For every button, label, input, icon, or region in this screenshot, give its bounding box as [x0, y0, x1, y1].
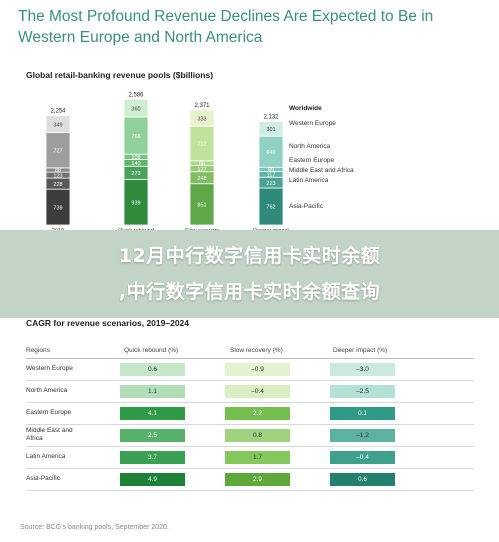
row-region-label: Eastern Europe — [26, 409, 72, 416]
header-slow-recovery: Slow recovery (%) — [230, 347, 283, 354]
bar-value-label: 89 — [268, 168, 274, 174]
bar-segment — [189, 109, 215, 127]
bar-value-label: 273 — [131, 171, 140, 177]
bar-segment — [123, 116, 149, 155]
source-note: Source: BCG's banking pools, September 2… — [20, 524, 169, 531]
legend-entry: Eastern Europe — [289, 157, 335, 164]
bar-value-label: 228 — [53, 182, 62, 188]
table-row: Middle East and Africa 2.5 0.8 –1.2 — [26, 425, 474, 447]
cagr-cell: 0.1 — [330, 407, 395, 420]
bar-value-label: 123 — [53, 173, 62, 179]
bar-segment — [123, 179, 149, 226]
bar-total-label: 2,371 — [194, 103, 210, 109]
row-region-label: Middle East and Africa — [26, 427, 73, 442]
cagr-cell: 2.2 — [225, 407, 290, 420]
cagr-cell: –2.5 — [330, 385, 395, 398]
bar-value-label: 762 — [266, 205, 275, 211]
legend-entry: Latin America — [289, 177, 329, 184]
banner-line-2: ,中行数字信用卡实时余额查询 — [118, 281, 381, 303]
cagr-cell: 2.5 — [120, 429, 185, 442]
bar-segment — [258, 121, 284, 137]
table-row: Western Europe 0.6 –0.9 –3.0 — [26, 359, 474, 381]
cagr-cell: 2.9 — [225, 473, 290, 486]
legend-entry: North America — [289, 143, 331, 150]
header-deeper-impact: Deeper impact (%) — [333, 347, 388, 354]
row-region-label: Asia-Pacific — [26, 475, 60, 482]
row-region-label: Latin America — [26, 453, 66, 460]
bar-total-label: 2,132 — [263, 115, 279, 121]
legend-entry: Western Europe — [289, 120, 336, 127]
bar-value-label: 248 — [197, 176, 206, 182]
bar-segment — [258, 135, 284, 168]
bar-value-label: 108 — [131, 155, 140, 161]
header-regions: Regions — [26, 347, 50, 354]
bar-value-label: 223 — [266, 181, 275, 187]
table-row: North America 1.1 –0.4 –2.5 — [26, 381, 474, 403]
banner-overlay — [0, 230, 499, 318]
header-quick-rebound: Quick rebound (%) — [124, 347, 179, 354]
bar-value-label: 766 — [131, 134, 140, 140]
legend-entry: Middle East and Africa — [289, 167, 354, 174]
bar-value-label: 712 — [197, 142, 206, 148]
cagr-cell: 4.1 — [120, 407, 185, 420]
bar-value-label: 117 — [267, 173, 276, 179]
bar-value-label: 640 — [266, 150, 275, 156]
bar-value-label: 851 — [197, 203, 206, 209]
bar-value-label: 301 — [266, 127, 275, 133]
bar-segment — [45, 132, 71, 169]
bar-value-label: 127 — [197, 167, 206, 173]
cagr-cell: 1.7 — [225, 451, 290, 464]
bar-total-label: 2,254 — [50, 109, 66, 115]
cagr-cell: –3.0 — [330, 363, 395, 376]
bar-value-label: 98 — [199, 161, 205, 167]
bar-segment — [123, 99, 149, 118]
headline: The Most Profound Revenue Declines Are E… — [18, 8, 434, 46]
cagr-cell: –1.2 — [330, 429, 395, 442]
cagr-cell: –0.4 — [225, 385, 290, 398]
bar-value-label: 939 — [131, 200, 140, 206]
bar-value-label: 727 — [53, 148, 62, 154]
table-row: Asia-Pacific 4.9 2.9 0.6 — [26, 469, 474, 491]
category-label: 2019 — [52, 228, 64, 230]
cagr-cell: 3.7 — [120, 451, 185, 464]
bar-value-label: 349 — [53, 122, 62, 128]
bar-segment — [189, 125, 215, 162]
legend-title: Worldwide — [289, 105, 322, 112]
bar-segment — [45, 115, 71, 134]
bar-value-label: 739 — [53, 205, 62, 211]
category-label: Quick rebound — [118, 228, 154, 230]
cagr-cell: 0.6 — [330, 473, 395, 486]
cagr-cell: –0.4 — [330, 451, 395, 464]
table-row: Latin America 3.7 1.7 –0.4 — [26, 447, 474, 469]
cagr-table-title: CAGR for revenue scenarios, 2019–2024 — [26, 318, 190, 328]
cagr-cell: 0.6 — [120, 363, 185, 376]
cagr-table: Regions Quick rebound (%) Slow recovery … — [26, 344, 474, 491]
bar-segment — [45, 188, 71, 226]
row-region-label: Western Europe — [26, 365, 73, 372]
bar-segment — [189, 183, 215, 226]
bar-value-label: 88 — [55, 168, 61, 174]
category-label: Deeper impact — [253, 228, 289, 230]
cagr-cell: 4.9 — [120, 473, 185, 486]
stacked-chart-title: Global retail-banking revenue pools ($bi… — [26, 70, 214, 80]
table-row: Eastern Europe 4.1 2.2 0.1 — [26, 403, 474, 425]
bar-total-label: 2,586 — [128, 93, 144, 99]
banner-line-1: 12月中行数字信用卡实时余额 — [118, 245, 381, 267]
cagr-table-header: Regions Quick rebound (%) Slow recovery … — [26, 344, 474, 359]
bar-value-label: 140 — [131, 161, 140, 167]
bar-value-label: 360 — [131, 107, 140, 113]
cagr-cell: 0.8 — [225, 429, 290, 442]
cagr-cell: –0.9 — [225, 363, 290, 376]
cagr-cell: 1.1 — [120, 385, 185, 398]
bar-value-label: 333 — [197, 116, 206, 122]
row-region-label: North America — [26, 387, 68, 394]
category-label: Slow recovery — [185, 228, 220, 230]
legend-entry: Asia-Pacific — [289, 203, 324, 210]
